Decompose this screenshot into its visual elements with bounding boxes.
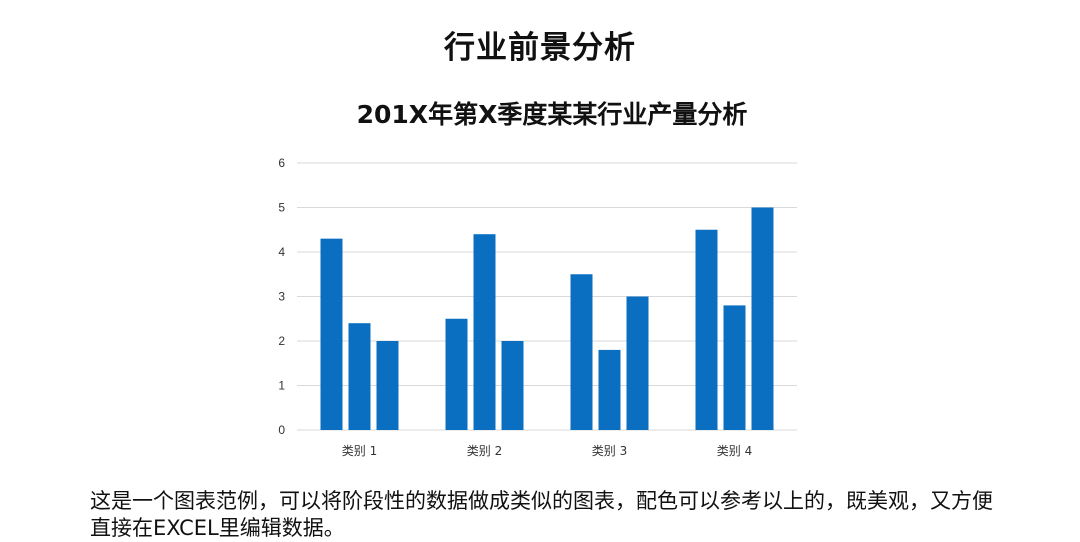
bar-cat2-series2 (473, 234, 496, 430)
bar-cat1-series1 (320, 238, 343, 430)
bar-cat4-series2 (723, 305, 746, 430)
chart-title: 201X年第X季度某某行业产量分析 (356, 100, 748, 129)
bar-cat1-series2 (348, 323, 371, 430)
bar-cat4-series1 (695, 229, 718, 430)
bar-cat2-series3 (501, 341, 524, 430)
bars (320, 207, 774, 430)
y-tick-label: 6 (278, 156, 285, 170)
y-tick-label: 3 (278, 290, 285, 304)
caption-text: 这是一个图表范例，可以将阶段性的数据做成类似的图表，配色可以参考以上的，既美观，… (90, 489, 993, 540)
x-category-label: 类别 4 (717, 444, 752, 458)
y-tick-label: 1 (278, 379, 285, 393)
y-tick-label: 5 (278, 201, 285, 215)
x-category-label: 类别 3 (592, 444, 627, 458)
x-category-label: 类别 2 (467, 444, 502, 458)
bar-cat3-series3 (626, 296, 649, 430)
bar-cat1-series3 (376, 341, 399, 430)
x-category-label: 类别 1 (342, 444, 377, 458)
y-tick-label: 0 (278, 423, 285, 437)
bar-cat3-series1 (570, 274, 593, 430)
gridlines (297, 162, 797, 431)
page-title: 行业前景分析 (444, 30, 636, 66)
y-tick-label: 2 (278, 334, 285, 348)
y-axis-ticks: 0 1 2 3 4 5 6 (278, 156, 285, 437)
y-tick-label: 4 (278, 245, 285, 259)
bar-chart: 0 1 2 3 4 5 6 类别 1 类别 2 类别 3 类别 4 (278, 156, 797, 458)
bar-cat4-series3 (751, 207, 774, 430)
x-axis-labels: 类别 1 类别 2 类别 3 类别 4 (342, 444, 752, 458)
bar-cat3-series2 (598, 349, 621, 430)
bar-cat2-series1 (445, 318, 468, 430)
